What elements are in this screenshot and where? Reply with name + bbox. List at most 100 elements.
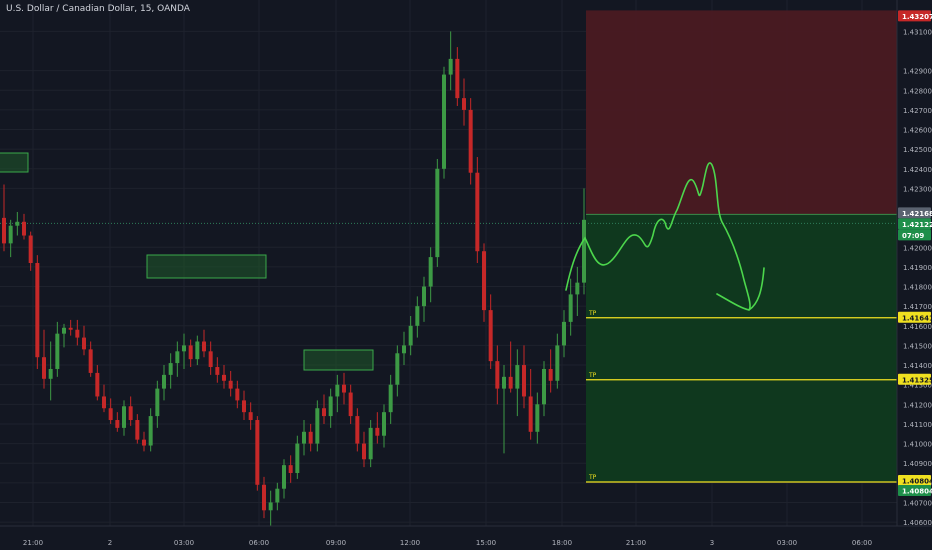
candle-body (128, 406, 133, 421)
price-tick-label: 1.42500 (903, 146, 932, 154)
time-tick-label: 21:00 (23, 539, 43, 547)
zone-rectangle[interactable] (303, 349, 374, 371)
countdown-label: 07:09 (902, 232, 924, 240)
price-axis-bg (897, 0, 932, 526)
time-tick-label: 15:00 (476, 539, 496, 547)
candle-body (528, 396, 533, 432)
candle-body (215, 367, 220, 375)
time-axis-bg (0, 526, 932, 550)
candle-body (448, 58, 453, 75)
candle-body (282, 465, 286, 489)
candle-body (555, 345, 560, 381)
price-tick-label: 1.41000 (903, 441, 932, 449)
candle-body (168, 363, 173, 375)
candle-body (508, 376, 513, 389)
candle-body (355, 416, 360, 444)
candle-body (522, 365, 526, 397)
price-tick-label: 1.41400 (903, 362, 932, 370)
candle-body (115, 420, 120, 428)
candle-body (35, 263, 40, 358)
candle-body (428, 257, 433, 287)
countdown-label-bg (898, 229, 931, 241)
price-tick-label: 1.41900 (903, 264, 932, 272)
price-tick-label: 1.41800 (903, 284, 932, 292)
candle-body (235, 388, 240, 401)
candle-body (482, 251, 486, 311)
time-tick-label: 2 (108, 539, 112, 547)
time-tick-label: 18:00 (552, 539, 572, 547)
tp3-green-label-bg (898, 485, 931, 497)
time-tick-label: 06:00 (852, 539, 872, 547)
tp-label: TP (588, 310, 597, 317)
candle-body (122, 406, 126, 428)
candle-body (535, 404, 540, 432)
candle-body (102, 396, 106, 409)
position-tool[interactable]: TP TP TP (0, 10, 897, 483)
tp1-price-label: 1.41641 (902, 314, 932, 322)
price-tick-label: 1.40900 (903, 460, 932, 468)
candle-body (295, 443, 300, 474)
candle-body (148, 416, 153, 446)
projection-drawing[interactable] (565, 162, 765, 311)
candle-body (328, 396, 333, 417)
candle-body (142, 439, 146, 446)
candle-body (222, 374, 226, 381)
candle-body (388, 384, 393, 413)
candle-body (2, 217, 6, 244)
candle-body (322, 408, 326, 417)
candle-body (15, 221, 20, 226)
price-tick-label: 1.41600 (903, 323, 932, 331)
candle-body (502, 376, 506, 389)
take-profit-zone[interactable] (586, 214, 897, 483)
price-tick-label: 1.42600 (903, 127, 932, 135)
candle-body (275, 488, 280, 503)
zone-rectangle[interactable] (0, 152, 29, 173)
candle-body (48, 368, 53, 379)
candle-body (268, 502, 273, 511)
price-axis[interactable]: 1.43100 1.42900 1.42800 1.42700 1.42600 1.425… (897, 0, 932, 527)
stop-price-label-bg (898, 10, 931, 22)
candle-body (455, 58, 460, 99)
candle-body (175, 351, 180, 364)
candle-body (348, 392, 353, 417)
candle-body (435, 168, 440, 258)
candle-body (548, 368, 553, 381)
candle-body (315, 408, 320, 444)
entry-price-label: 1.42168 (902, 210, 932, 218)
candle-body (468, 109, 473, 173)
price-tick-label: 1.42700 (903, 107, 932, 115)
price-tick-label: 1.42400 (903, 166, 932, 174)
candle-body (188, 345, 193, 360)
entry-price-label-bg (898, 207, 931, 219)
zone-rectangle[interactable] (146, 254, 267, 279)
candle-body (368, 427, 373, 460)
price-tick-label: 1.40600 (903, 519, 932, 527)
drawings[interactable] (565, 162, 765, 311)
candle-body (22, 221, 26, 236)
candle-body (28, 235, 33, 263)
candle-body (488, 310, 493, 362)
candle-body (62, 327, 66, 334)
candle-body (568, 294, 573, 322)
candle-body (288, 465, 293, 474)
candle-body (55, 333, 60, 369)
price-tick-label: 1.40700 (903, 499, 932, 507)
price-tick-label: 1.41500 (903, 342, 932, 350)
candle-body (182, 345, 186, 352)
stop-loss-zone[interactable] (586, 10, 897, 215)
price-tick-label: 1.42300 (903, 185, 932, 193)
candle-body (135, 420, 140, 440)
symbol-title: U.S. Dollar / Canadian Dollar, 15, OANDA (6, 4, 190, 14)
candle-body (75, 329, 80, 338)
tp-label: TP (588, 474, 597, 481)
time-tick-label: 03:00 (174, 539, 194, 547)
tp2-price-label: 1.41325 (902, 376, 932, 384)
candle-body (408, 325, 413, 346)
candle-body (242, 400, 246, 413)
candle-body (335, 384, 340, 397)
candles (2, 31, 586, 530)
candle-body (342, 384, 346, 393)
